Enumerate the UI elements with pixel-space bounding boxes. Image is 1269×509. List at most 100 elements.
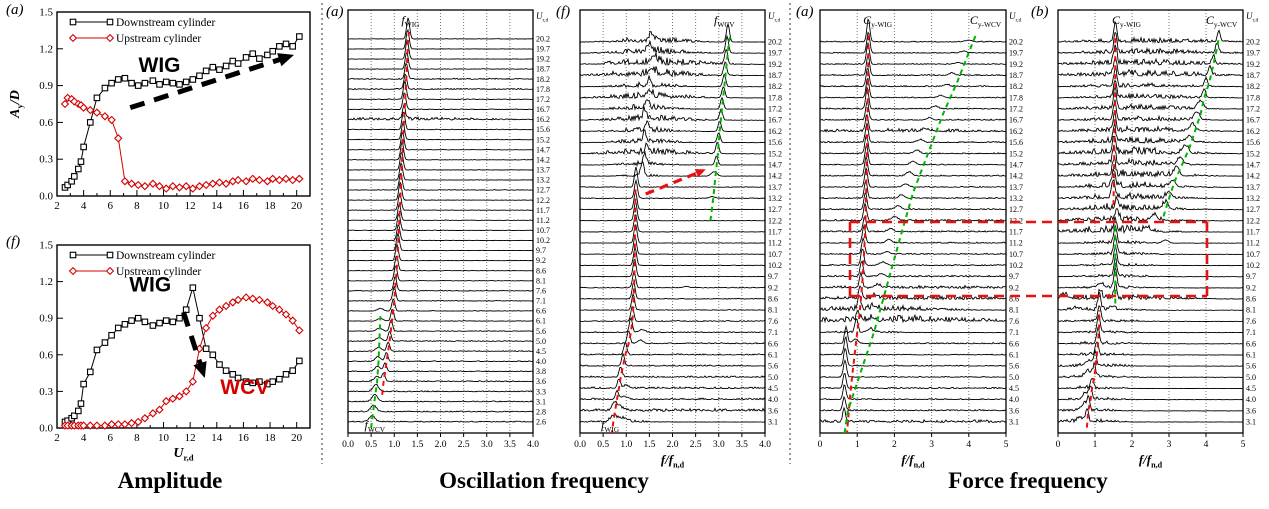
svg-text:19.2: 19.2 — [536, 55, 550, 64]
svg-text:18.2: 18.2 — [768, 82, 782, 91]
svg-text:10.7: 10.7 — [1246, 250, 1260, 259]
svg-text:6: 6 — [108, 200, 114, 212]
svg-text:3.6: 3.6 — [768, 406, 778, 415]
svg-text:1: 1 — [1093, 440, 1098, 450]
svg-text:17.8: 17.8 — [536, 85, 550, 94]
svg-text:19.2: 19.2 — [768, 60, 782, 69]
svg-text:1.0: 1.0 — [620, 440, 632, 450]
svg-text:1: 1 — [855, 440, 860, 450]
svg-text:17.2: 17.2 — [536, 95, 550, 104]
svg-text:4: 4 — [81, 432, 87, 444]
svg-text:14.7: 14.7 — [768, 160, 782, 169]
svg-text:Downstream cylinder: Downstream cylinder — [116, 250, 215, 262]
svg-text:3.5: 3.5 — [736, 440, 748, 450]
svg-text:0.5: 0.5 — [597, 440, 609, 450]
svg-text:5.6: 5.6 — [536, 327, 546, 336]
svg-text:4.0: 4.0 — [527, 440, 539, 450]
svg-text:14.2: 14.2 — [1009, 172, 1023, 181]
svg-text:17.2: 17.2 — [1246, 105, 1260, 114]
svg-text:Ur,d: Ur,d — [536, 11, 549, 23]
svg-text:11.2: 11.2 — [768, 239, 782, 248]
svg-text:16.2: 16.2 — [768, 127, 782, 136]
svg-text:8.6: 8.6 — [1009, 295, 1019, 304]
svg-text:f/fn,d: f/fn,d — [901, 452, 925, 469]
svg-text:2.0: 2.0 — [435, 440, 447, 450]
svg-text:10.2: 10.2 — [1009, 261, 1023, 270]
svg-text:9.2: 9.2 — [1246, 283, 1256, 292]
svg-text:10.7: 10.7 — [768, 250, 782, 259]
svg-text:2: 2 — [54, 200, 60, 212]
svg-text:2.5: 2.5 — [690, 440, 702, 450]
svg-text:4.0: 4.0 — [1009, 395, 1019, 404]
panel-label-amplitude-f: (f) — [6, 234, 21, 250]
svg-text:19.7: 19.7 — [768, 49, 782, 58]
svg-text:15.2: 15.2 — [536, 135, 550, 144]
svg-text:10: 10 — [158, 432, 170, 444]
svg-text:10.7: 10.7 — [536, 226, 550, 235]
svg-text:14: 14 — [211, 432, 223, 444]
svg-text:4.0: 4.0 — [768, 395, 778, 404]
svg-text:fWIG: fWIG — [601, 418, 620, 434]
svg-text:20.2: 20.2 — [768, 38, 782, 47]
svg-text:3.0: 3.0 — [481, 440, 493, 450]
svg-text:19.7: 19.7 — [1246, 49, 1260, 58]
force-frequency-chart-a: 20.219.719.218.718.217.817.216.716.215.6… — [818, 9, 1023, 469]
svg-text:7.6: 7.6 — [768, 317, 778, 326]
svg-text:9.7: 9.7 — [1246, 272, 1256, 281]
svg-text:14.7: 14.7 — [536, 145, 550, 154]
svg-text:2: 2 — [1130, 440, 1135, 450]
svg-text:Ay/D: Ay/D — [8, 90, 25, 119]
svg-text:3.5: 3.5 — [504, 440, 516, 450]
svg-text:9.2: 9.2 — [768, 283, 778, 292]
svg-text:16.7: 16.7 — [1246, 116, 1260, 125]
svg-text:16.2: 16.2 — [1009, 127, 1023, 136]
svg-text:8: 8 — [134, 200, 140, 212]
svg-text:4.5: 4.5 — [768, 384, 778, 393]
svg-text:12.2: 12.2 — [1246, 216, 1260, 225]
svg-text:13.7: 13.7 — [1246, 183, 1260, 192]
svg-text:0.5: 0.5 — [365, 440, 377, 450]
svg-text:0.9: 0.9 — [39, 313, 53, 325]
svg-text:7.1: 7.1 — [768, 328, 778, 337]
force-frequency-chart-b: 20.219.719.218.718.217.817.216.716.215.6… — [1056, 9, 1260, 469]
svg-text:1.5: 1.5 — [411, 440, 423, 450]
svg-text:2.5: 2.5 — [458, 440, 470, 450]
svg-text:14.2: 14.2 — [768, 172, 782, 181]
svg-text:5.0: 5.0 — [768, 373, 778, 382]
svg-text:12.2: 12.2 — [536, 196, 550, 205]
svg-text:11.2: 11.2 — [1009, 239, 1023, 248]
svg-text:3: 3 — [1167, 440, 1172, 450]
svg-text:fWCV: fWCV — [714, 13, 735, 29]
svg-text:0.0: 0.0 — [39, 423, 53, 435]
svg-text:15.2: 15.2 — [1009, 149, 1023, 158]
svg-text:Downstream cylinder: Downstream cylinder — [116, 17, 215, 29]
svg-text:2: 2 — [892, 440, 897, 450]
svg-text:6.6: 6.6 — [536, 307, 546, 316]
svg-text:10.7: 10.7 — [1009, 250, 1023, 259]
svg-text:1.0: 1.0 — [388, 440, 400, 450]
svg-text:10: 10 — [158, 200, 170, 212]
svg-text:2.8: 2.8 — [536, 407, 546, 416]
svg-text:4.5: 4.5 — [536, 347, 546, 356]
svg-text:16.7: 16.7 — [536, 105, 550, 114]
svg-text:13.7: 13.7 — [1009, 183, 1023, 192]
svg-text:0: 0 — [1056, 440, 1061, 450]
svg-text:0.0: 0.0 — [342, 440, 354, 450]
svg-text:3.6: 3.6 — [1246, 406, 1256, 415]
svg-text:fWIG: fWIG — [401, 13, 420, 29]
svg-text:8.1: 8.1 — [768, 306, 778, 315]
svg-text:6.1: 6.1 — [536, 317, 546, 326]
svg-text:f/fn,d: f/fn,d — [661, 452, 685, 469]
svg-text:8.1: 8.1 — [1009, 306, 1019, 315]
svg-text:0.6: 0.6 — [39, 349, 53, 361]
svg-text:9.7: 9.7 — [1009, 272, 1019, 281]
svg-text:15.6: 15.6 — [1009, 138, 1023, 147]
svg-text:13.7: 13.7 — [536, 166, 550, 175]
svg-text:3.3: 3.3 — [536, 387, 546, 396]
svg-text:12.7: 12.7 — [1246, 205, 1260, 214]
svg-text:1.5: 1.5 — [39, 240, 53, 252]
section-title-force: Force frequency — [948, 468, 1108, 493]
svg-text:15.2: 15.2 — [1246, 149, 1260, 158]
svg-text:4.0: 4.0 — [1246, 395, 1256, 404]
